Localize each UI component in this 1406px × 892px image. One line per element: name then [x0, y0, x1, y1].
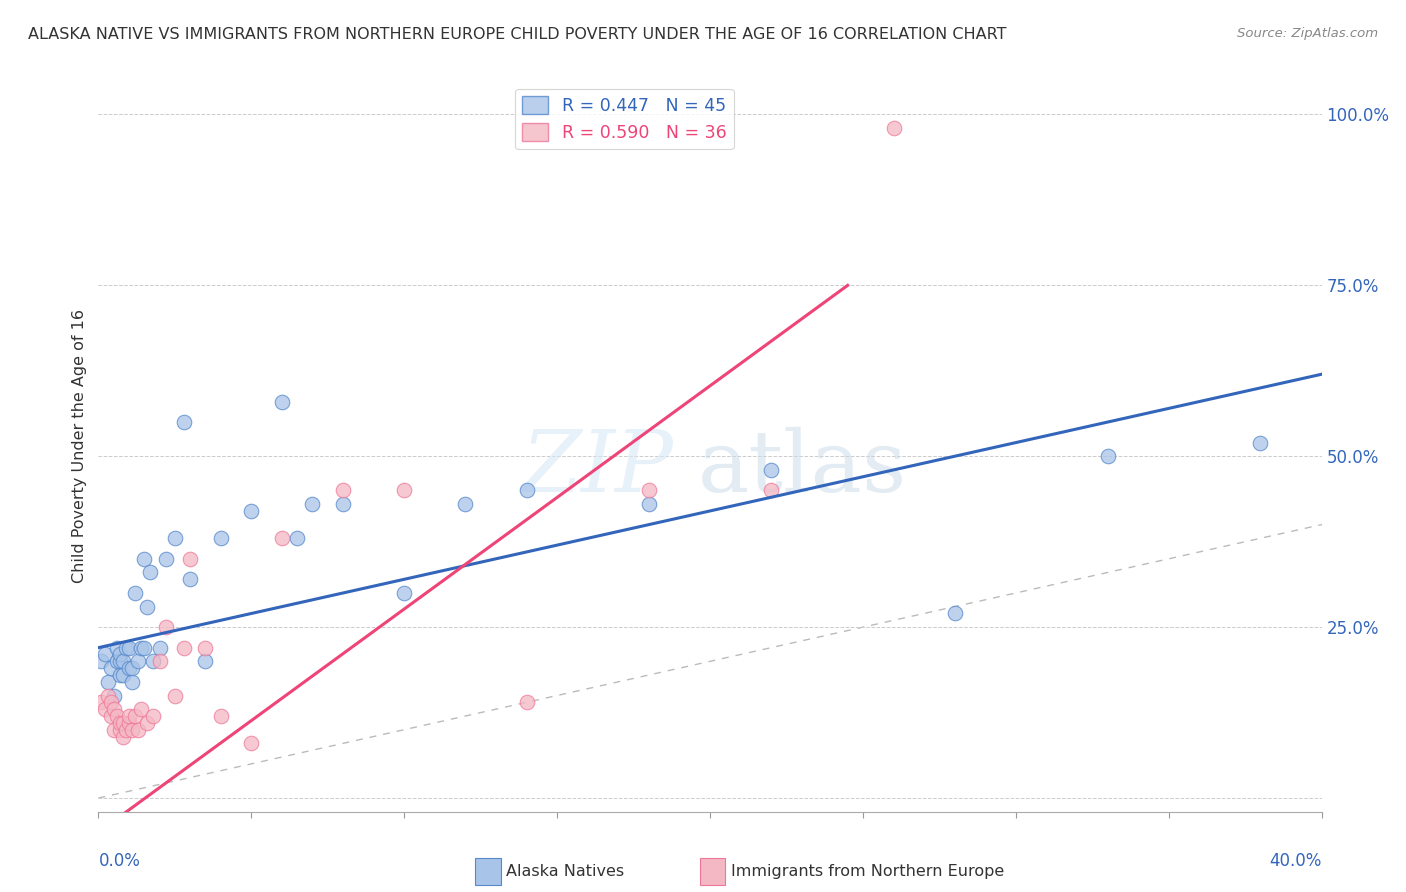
Point	[100, 709, 122, 723]
Point	[1249, 435, 1271, 450]
Point	[121, 661, 143, 675]
Point	[134, 640, 156, 655]
Point	[155, 620, 177, 634]
Point	[103, 723, 125, 737]
Legend: R = 0.447   N = 45, R = 0.590   N = 36: R = 0.447 N = 45, R = 0.590 N = 36	[515, 89, 734, 149]
Point	[134, 551, 156, 566]
Point	[100, 695, 122, 709]
Point	[142, 709, 165, 723]
Point	[121, 674, 143, 689]
Point	[97, 674, 120, 689]
Point	[90, 695, 112, 709]
Point	[118, 640, 141, 655]
Point	[118, 715, 141, 730]
Point	[637, 483, 661, 498]
Point	[118, 709, 141, 723]
Y-axis label: Child Poverty Under the Age of 16: Child Poverty Under the Age of 16	[72, 309, 87, 583]
Text: Immigrants from Northern Europe: Immigrants from Northern Europe	[731, 864, 1004, 879]
Text: Source: ZipAtlas.com: Source: ZipAtlas.com	[1237, 27, 1378, 40]
Point	[301, 497, 323, 511]
Point	[111, 654, 134, 668]
Point	[100, 661, 122, 675]
Point	[516, 695, 538, 709]
Point	[105, 654, 128, 668]
Point	[90, 654, 112, 668]
Point	[93, 648, 115, 662]
Point	[209, 531, 232, 545]
Point	[179, 551, 201, 566]
Text: atlas: atlas	[697, 426, 907, 509]
Point	[149, 654, 172, 668]
Point	[173, 640, 195, 655]
Point	[759, 483, 782, 498]
Point	[759, 463, 782, 477]
Text: ALASKA NATIVE VS IMMIGRANTS FROM NORTHERN EUROPE CHILD POVERTY UNDER THE AGE OF : ALASKA NATIVE VS IMMIGRANTS FROM NORTHER…	[28, 27, 1007, 42]
Point	[194, 640, 217, 655]
Point	[392, 483, 416, 498]
Point	[240, 736, 263, 750]
Point	[163, 531, 186, 545]
Point	[163, 689, 186, 703]
Point	[97, 689, 120, 703]
Point	[270, 394, 292, 409]
Point	[124, 709, 146, 723]
Point	[194, 654, 217, 668]
Text: 0.0%: 0.0%	[98, 852, 141, 870]
Point	[1097, 449, 1119, 463]
Point	[105, 640, 128, 655]
Point	[111, 715, 134, 730]
Point	[209, 709, 232, 723]
Point	[105, 709, 128, 723]
Point	[332, 497, 354, 511]
Point	[111, 668, 134, 682]
Point	[103, 689, 125, 703]
Point	[149, 640, 172, 655]
Point	[173, 415, 195, 429]
Point	[240, 504, 263, 518]
Point	[121, 723, 143, 737]
Text: 40.0%: 40.0%	[1270, 852, 1322, 870]
Point	[108, 723, 131, 737]
Text: Alaska Natives: Alaska Natives	[506, 864, 624, 879]
Point	[115, 640, 138, 655]
Point	[332, 483, 354, 498]
Point	[108, 668, 131, 682]
Point	[93, 702, 115, 716]
Point	[179, 572, 201, 586]
Point	[516, 483, 538, 498]
Point	[270, 531, 292, 545]
Point	[392, 586, 416, 600]
Point	[139, 566, 162, 580]
Point	[103, 702, 125, 716]
Point	[124, 586, 146, 600]
Point	[129, 702, 152, 716]
Point	[111, 730, 134, 744]
Point	[118, 661, 141, 675]
Point	[108, 648, 131, 662]
Point	[127, 654, 149, 668]
Point	[136, 715, 159, 730]
Text: ZIP: ZIP	[522, 426, 673, 509]
Point	[883, 121, 905, 136]
Point	[115, 723, 138, 737]
Point	[108, 715, 131, 730]
Point	[108, 654, 131, 668]
Point	[127, 723, 149, 737]
Point	[285, 531, 308, 545]
Point	[129, 640, 152, 655]
Point	[155, 551, 177, 566]
Point	[637, 497, 661, 511]
Point	[454, 497, 477, 511]
Point	[142, 654, 165, 668]
Point	[943, 607, 966, 621]
Point	[136, 599, 159, 614]
